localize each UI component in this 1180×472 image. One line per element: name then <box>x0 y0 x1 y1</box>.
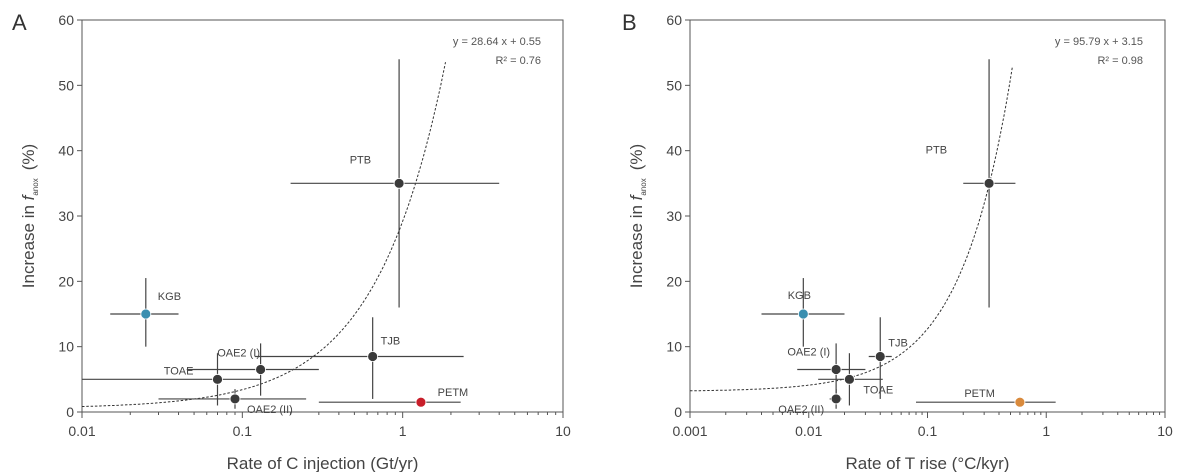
y-axis-title: Increase in fanox(%) <box>627 144 648 288</box>
data-marker <box>844 373 855 385</box>
point-label: OAE2 (I) <box>787 347 830 359</box>
fit-r-squared: R² = 0.76 <box>495 55 541 67</box>
data-point-ptb: PTB <box>926 59 1016 308</box>
point-label: TJB <box>888 337 908 349</box>
data-point-petm: PETM <box>318 387 469 408</box>
data-marker <box>212 373 223 385</box>
panel-a: A 0 10 20 30 40 50 60 0.01 0.1 1 10 Rate of C inject… <box>12 10 571 472</box>
x-tick-label: 0.1 <box>918 423 938 439</box>
panel-letter: A <box>12 10 27 35</box>
y-tick-label: 0 <box>674 404 682 420</box>
point-label: OAE2 (I) <box>217 348 260 360</box>
data-marker <box>367 351 379 362</box>
regression-curve <box>82 62 446 407</box>
point-label: PETM <box>438 387 469 399</box>
x-tick-label: 0.1 <box>233 423 253 439</box>
y-tick-label: 10 <box>666 339 682 355</box>
point-label: TOAE <box>164 365 194 377</box>
data-marker <box>830 393 842 405</box>
regression-curve <box>690 65 1013 392</box>
x-axis-title: Rate of T rise (°C/kyr) <box>846 454 1010 472</box>
point-label: PTB <box>926 144 947 156</box>
data-marker <box>255 364 267 375</box>
panel-b: B 0 10 20 30 40 50 60 0.001 0.01 0.1 1 10 Rate of T r… <box>622 10 1173 472</box>
y-tick-label: 30 <box>666 208 682 224</box>
data-marker <box>874 351 886 362</box>
point-label: OAE2 (II) <box>247 404 293 416</box>
point-label: PETM <box>964 388 995 400</box>
point-label: KGB <box>788 290 811 302</box>
data-point-oae2-i: OAE2 (I) <box>787 343 866 396</box>
x-tick-label: 1 <box>399 423 407 439</box>
y-axis-title: Increase in fanox(%) <box>19 144 40 288</box>
x-tick-label: 0.01 <box>795 423 822 439</box>
data-marker <box>830 364 842 375</box>
y-tick-label: 30 <box>58 208 74 224</box>
x-axis-title: Rate of C injection (Gt/yr) <box>227 454 419 472</box>
x-tick-label: 1 <box>1042 423 1050 439</box>
point-label: TJB <box>381 335 401 347</box>
data-point-kgb: KGB <box>761 278 845 347</box>
x-tick-label: 0.01 <box>68 423 95 439</box>
data-point-petm: PETM <box>915 388 1056 408</box>
y-tick-label: 20 <box>666 273 682 289</box>
x-tick-label: 0.001 <box>672 423 707 439</box>
data-point-ptb: PTB <box>290 59 500 308</box>
data-point-toae: TOAE <box>818 353 893 406</box>
y-tick-label: 50 <box>58 77 74 93</box>
x-tick-label: 10 <box>1157 423 1173 439</box>
y-tick-label: 20 <box>58 273 74 289</box>
point-label: KGB <box>158 291 181 303</box>
point-label: OAE2 (II) <box>778 404 824 416</box>
point-label: TOAE <box>863 384 893 396</box>
data-marker <box>140 308 152 320</box>
y-tick-label: 50 <box>666 77 682 93</box>
y-tick-label: 60 <box>666 12 682 28</box>
data-point-toae: TOAE <box>82 353 261 406</box>
point-label: PTB <box>350 154 371 166</box>
fit-equation: y = 95.79 x + 3.15 <box>1055 36 1143 48</box>
plot-frame <box>689 19 1166 413</box>
data-point-kgb: KGB <box>110 278 181 347</box>
data-point-oae2-ii: OAE2 (II) <box>158 389 307 416</box>
fit-equation: y = 28.64 x + 0.55 <box>453 36 541 48</box>
y-tick-label: 10 <box>58 339 74 355</box>
data-marker <box>1014 396 1026 408</box>
data-marker <box>415 396 427 408</box>
data-marker <box>229 393 241 405</box>
data-point-oae2-ii: OAE2 (II) <box>778 389 842 416</box>
data-marker <box>393 177 405 189</box>
plot-frame <box>81 19 564 413</box>
data-marker <box>797 308 809 320</box>
data-point-tjb: TJB <box>868 317 908 399</box>
x-tick-label: 10 <box>555 423 571 439</box>
y-tick-label: 40 <box>58 143 74 159</box>
y-tick-label: 0 <box>66 404 74 420</box>
panel-letter: B <box>622 10 637 35</box>
fit-r-squared: R² = 0.98 <box>1097 55 1143 67</box>
data-marker <box>983 177 995 189</box>
y-tick-label: 60 <box>58 12 74 28</box>
data-point-tjb: TJB <box>255 317 464 399</box>
y-tick-label: 40 <box>666 143 682 159</box>
data-point-oae2-i: OAE2 (I) <box>186 343 319 396</box>
